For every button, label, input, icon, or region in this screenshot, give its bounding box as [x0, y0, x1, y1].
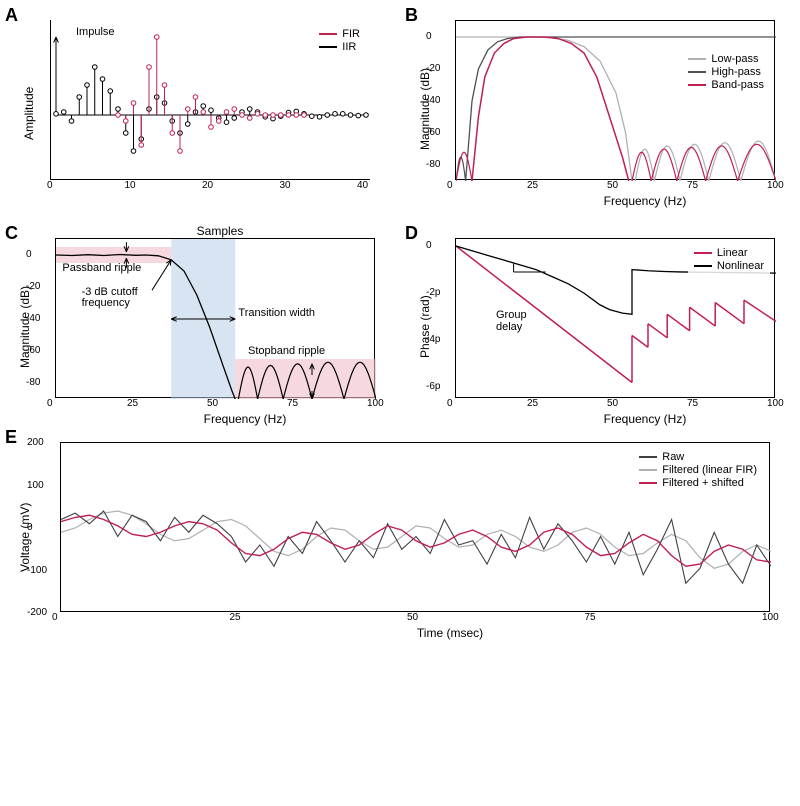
panel-b-xlabel: Frequency (Hz)	[455, 194, 800, 208]
panel-d-xlabel: Frequency (Hz)	[455, 412, 800, 426]
panel-c-plot: Passband ripple -3 dB cutofffrequency Tran…	[55, 238, 375, 398]
panel-a-plot: FIRIIR Impulse	[50, 20, 370, 180]
panel-a-label: A	[5, 5, 18, 26]
panel-c-label: C	[5, 223, 18, 244]
svg-text:Stopband ripple: Stopband ripple	[248, 345, 325, 357]
panel-e-xlabel: Time (msec)	[60, 626, 800, 640]
panel-e-label: E	[5, 427, 17, 448]
panel-d-ylabel: Phase (rad)	[418, 295, 432, 358]
panel-d-legend: LinearNonlinear	[688, 243, 770, 276]
figure: A FIRIIR Impulse 010203040 Samples Ampli…	[10, 10, 790, 626]
panel-a-legend: FIRIIR	[313, 24, 366, 57]
svg-text:frequency: frequency	[82, 297, 131, 309]
panel-d-label: D	[405, 223, 418, 244]
group-delay-label: Group delay	[496, 309, 527, 333]
panel-c-xlabel: Frequency (Hz)	[55, 412, 435, 426]
panel-b-label: B	[405, 5, 418, 26]
panel-a-ylabel: Amplitude	[22, 87, 36, 140]
panel-e-ylabel: Voltage (mV)	[18, 503, 32, 572]
impulse-label: Impulse	[76, 26, 115, 38]
panel-c: C Passband ripple-3 dB cutofffrequencyTr…	[10, 228, 390, 412]
panel-b: B 0-20-40-60-80 Low-passHigh-passBand-pa…	[410, 10, 790, 208]
panel-e: E RawFiltered (linear FIR)Filtered + shi…	[10, 432, 790, 626]
panel-b-plot: 0-20-40-60-80 Low-passHigh-passBand-pass…	[455, 20, 775, 180]
svg-text:-3 dB cutoff: -3 dB cutoff	[82, 286, 139, 298]
panel-d: D LinearNonlinear Group delay 0-2p-4p-6p…	[410, 228, 790, 412]
svg-text:Passband ripple: Passband ripple	[62, 262, 141, 274]
panel-b-ylabel: Magnitude (dB)	[418, 68, 432, 150]
panel-e-legend: RawFiltered (linear FIR)Filtered + shift…	[633, 447, 763, 493]
panel-d-plot: LinearNonlinear Group delay 0-2p-4p-6p	[455, 238, 775, 398]
panel-e-plot: RawFiltered (linear FIR)Filtered + shift…	[60, 442, 770, 612]
panel-b-legend: Low-passHigh-passBand-pass	[682, 49, 770, 95]
svg-text:Transition width: Transition width	[238, 307, 315, 319]
panel-a: A FIRIIR Impulse 010203040 Samples Ampli…	[10, 10, 390, 208]
panel-c-ylabel: Magnitude (dB)	[18, 286, 32, 368]
